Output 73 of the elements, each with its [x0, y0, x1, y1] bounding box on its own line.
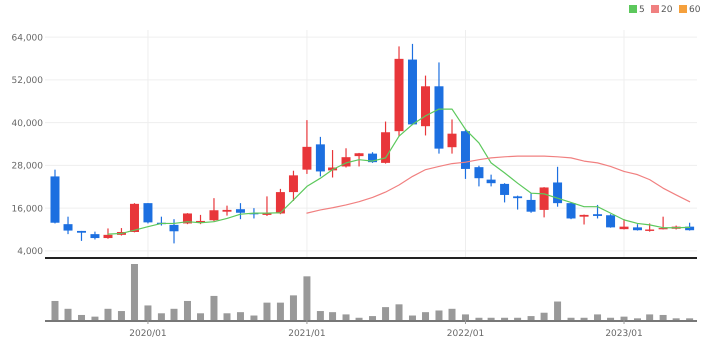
bar [660, 314, 667, 320]
x-tick-label: 2021/01 [288, 329, 326, 339]
candlestick [566, 202, 576, 220]
candlestick [276, 188, 285, 215]
bar [435, 310, 442, 320]
bar [130, 264, 138, 320]
bar [64, 308, 72, 320]
line-series [306, 156, 690, 214]
bar [236, 312, 244, 320]
candlestick [620, 218, 629, 230]
candlestick [658, 216, 668, 230]
bar [118, 311, 125, 320]
bar [329, 312, 336, 320]
candlestick [170, 218, 179, 244]
bar [91, 316, 98, 320]
bar [104, 308, 112, 320]
candlestick [103, 228, 112, 240]
bar [382, 307, 390, 320]
bar [250, 316, 258, 320]
bar [594, 314, 602, 320]
candlestick [209, 198, 218, 222]
bar [396, 304, 403, 320]
x-tick-label: 2020/01 [129, 329, 167, 339]
candlestick [288, 170, 298, 202]
y-tick-label: 28,000 [12, 162, 44, 172]
bar [369, 316, 376, 320]
bar [528, 316, 535, 320]
candlestick [540, 186, 549, 218]
legend-label: 20 [661, 5, 673, 15]
bar [408, 316, 416, 320]
bar [158, 313, 165, 320]
bar [263, 302, 270, 320]
bar [620, 316, 628, 320]
bar [554, 302, 562, 320]
bar [144, 305, 152, 320]
bar [303, 276, 310, 320]
candlestick [526, 192, 536, 214]
bar [540, 312, 548, 320]
legend-label: 60 [689, 5, 701, 15]
bar [342, 314, 350, 320]
x-tick-label: 2023/01 [605, 329, 643, 339]
candlestick [143, 202, 152, 224]
candlestick [553, 166, 562, 208]
y-tick-label: 64,000 [12, 33, 44, 44]
bar [462, 314, 469, 320]
bar [224, 313, 231, 320]
x-tick-label: 2022/01 [446, 329, 484, 339]
bar [276, 302, 284, 320]
candlestick [236, 202, 245, 220]
bar [448, 308, 456, 320]
bar [184, 300, 191, 320]
y-tick-label: 16,000 [12, 204, 44, 214]
candlestick [474, 165, 484, 187]
y-tick-label: 4,000 [17, 247, 44, 258]
candlestick [302, 120, 312, 175]
bar [51, 300, 58, 320]
bar [210, 296, 218, 320]
candlestick [500, 182, 510, 204]
candlestick [64, 216, 73, 235]
bar [170, 308, 178, 320]
y-tick-label: 52,000 [12, 76, 44, 86]
bar [290, 295, 297, 320]
candlestick [606, 214, 616, 228]
bar [422, 312, 430, 320]
candlestick [448, 118, 457, 154]
bar [78, 314, 85, 320]
bar [646, 314, 654, 320]
candlestick [593, 204, 602, 220]
candlestick [486, 174, 496, 187]
bar [197, 313, 204, 320]
bar [316, 311, 324, 320]
y-tick-label: 40,000 [12, 118, 44, 129]
legend-label: 5 [639, 5, 645, 15]
